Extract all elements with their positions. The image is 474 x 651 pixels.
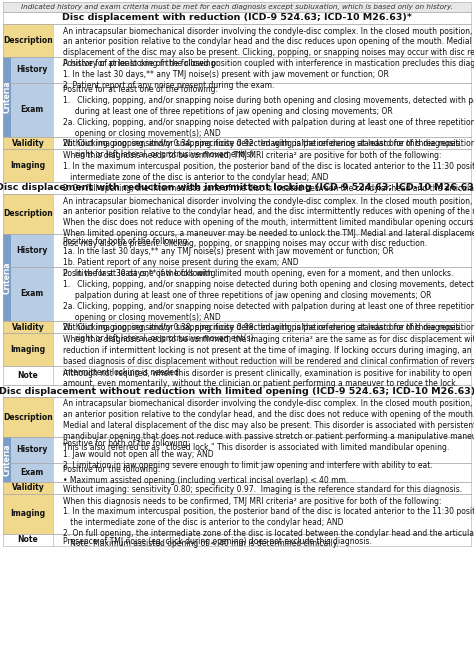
Text: Description: Description — [3, 36, 53, 45]
Bar — [61, 437, 471, 463]
Bar — [61, 534, 471, 546]
Bar — [3, 482, 53, 494]
Bar — [3, 321, 53, 333]
Bar — [3, 182, 471, 194]
Text: Presence of TMJ noise (eg, click during opening) does not exclude this diagnosis: Presence of TMJ noise (eg, click during … — [64, 536, 373, 546]
Bar — [11, 234, 53, 267]
Bar — [3, 57, 11, 83]
Bar — [61, 463, 471, 482]
Bar — [61, 83, 471, 137]
Bar — [3, 397, 53, 437]
Bar — [61, 137, 471, 149]
Text: Positive for at least one of the following:
1. In the last 30 days,** any TMJ no: Positive for at least one of the followi… — [64, 59, 389, 90]
Bar — [3, 234, 11, 267]
Text: An intracapsular biomechanical disorder involving the condyle-disc complex. In t: An intracapsular biomechanical disorder … — [64, 400, 474, 452]
Text: History: History — [16, 66, 48, 74]
Text: Positive for at least one of the following:
1.   Clicking, popping, and/or snapp: Positive for at least one of the followi… — [64, 85, 474, 159]
Bar — [11, 437, 53, 463]
Text: Positive for both of the following:
1a. In the last 30 days,** any TMJ noise(s) : Positive for both of the following: 1a. … — [64, 236, 454, 278]
Bar — [3, 137, 53, 149]
Bar — [3, 437, 11, 463]
Bar — [3, 2, 471, 12]
Text: Exam: Exam — [20, 105, 44, 115]
Text: Validity: Validity — [12, 322, 45, 331]
Bar — [61, 333, 471, 366]
Bar — [3, 149, 53, 182]
Bar — [3, 267, 11, 321]
Text: When this diagnosis needs to be confirmed, TMJ MRI criteria² are positive for bo: When this diagnosis needs to be confirme… — [64, 152, 474, 193]
Bar — [11, 83, 53, 137]
Text: An intracapsular biomechanical disorder involving the condyle-disc complex. In t: An intracapsular biomechanical disorder … — [64, 27, 474, 68]
Bar — [3, 333, 53, 366]
Text: History: History — [16, 246, 48, 255]
Text: Disc displacement with reduction with intermittent locking (ICD-9 524.63; ICD-10: Disc displacement with reduction with in… — [0, 184, 474, 193]
Text: Description: Description — [3, 413, 53, 421]
Bar — [61, 234, 471, 267]
Bar — [61, 149, 471, 182]
Text: Criteria: Criteria — [2, 81, 11, 113]
Text: Validity: Validity — [12, 139, 45, 148]
Text: Exam: Exam — [20, 468, 44, 477]
Text: Indicated history and exam criteria must be met for each diagnosis except sublux: Indicated history and exam criteria must… — [21, 4, 453, 10]
Bar — [3, 463, 11, 482]
Bar — [61, 57, 471, 83]
Text: Note: Note — [18, 371, 38, 380]
Text: Without imaging: sensitivity 0.38; specificity 0.98.  Imaging is the reference s: Without imaging: sensitivity 0.38; speci… — [64, 324, 463, 333]
Bar — [3, 494, 53, 534]
Bar — [11, 463, 53, 482]
Bar — [61, 194, 471, 234]
Bar — [11, 267, 53, 321]
Text: Positive for the following:
• Maximum assisted opening (including vertical incis: Positive for the following: • Maximum as… — [64, 465, 349, 485]
Text: Imaging: Imaging — [10, 161, 46, 170]
Text: Criteria: Criteria — [2, 443, 11, 476]
Text: When this diagnosis needs to be confirmed, TMJ MRI criteria² are positive for bo: When this diagnosis needs to be confirme… — [64, 497, 474, 549]
Bar — [3, 24, 53, 57]
Bar — [3, 385, 471, 397]
Text: Validity: Validity — [12, 484, 45, 493]
Bar — [61, 494, 471, 534]
Text: Without imaging: sensitivity 0.34; specificity 0.92.  Imaging is the reference s: Without imaging: sensitivity 0.34; speci… — [64, 139, 463, 148]
Bar — [61, 366, 471, 385]
Text: Without imaging: sensitivity 0.80; specificity 0.97.  Imaging is the reference s: Without imaging: sensitivity 0.80; speci… — [64, 484, 463, 493]
Bar — [3, 194, 53, 234]
Bar — [61, 321, 471, 333]
Text: Imaging: Imaging — [10, 510, 46, 518]
Bar — [61, 482, 471, 494]
Bar — [11, 57, 53, 83]
Text: Positive for both of the following:
1. Jaw would not open all the way; AND
2. Li: Positive for both of the following: 1. J… — [64, 439, 433, 470]
Bar — [61, 397, 471, 437]
Text: Criteria: Criteria — [2, 261, 11, 294]
Text: Exam: Exam — [20, 290, 44, 299]
Text: Description: Description — [3, 210, 53, 219]
Bar — [61, 24, 471, 57]
Text: History: History — [16, 445, 48, 454]
Bar — [3, 83, 11, 137]
Text: An intracapsular biomechanical disorder involving the condyle-disc complex. In t: An intracapsular biomechanical disorder … — [64, 197, 474, 249]
Bar — [3, 12, 471, 24]
Text: When this diagnosis needs to be confirmed, the imaging criteria² are the same as: When this diagnosis needs to be confirme… — [64, 335, 474, 377]
Text: Although not required, when this disorder is present clinically, examination is : Although not required, when this disorde… — [64, 368, 474, 388]
Text: Note: Note — [18, 536, 38, 544]
Bar — [61, 267, 471, 321]
Text: Disc displacement without reduction with limited opening (ICD-9 524.63; ICD-10 M: Disc displacement without reduction with… — [0, 387, 474, 396]
Text: Positive for at least one of the following:
1.   Clicking, popping, and/or snapp: Positive for at least one of the followi… — [64, 270, 474, 343]
Text: Disc displacement with reduction (ICD-9 524.63; ICD-10 M26.63)*: Disc displacement with reduction (ICD-9 … — [62, 14, 412, 23]
Text: Imaging: Imaging — [10, 345, 46, 354]
